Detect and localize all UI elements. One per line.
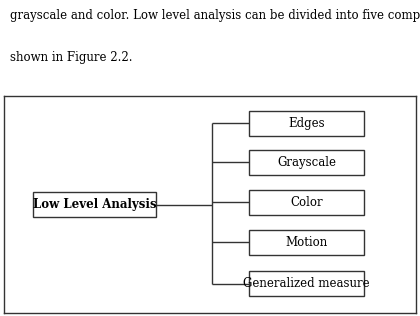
FancyBboxPatch shape: [249, 190, 365, 215]
Text: shown in Figure 2.2.: shown in Figure 2.2.: [10, 51, 133, 64]
Text: Motion: Motion: [286, 236, 328, 249]
FancyBboxPatch shape: [249, 230, 365, 255]
Text: Edges: Edges: [289, 117, 325, 130]
Text: Low Level Analysis: Low Level Analysis: [33, 198, 157, 211]
FancyBboxPatch shape: [249, 150, 365, 175]
FancyBboxPatch shape: [249, 271, 365, 296]
FancyBboxPatch shape: [249, 111, 365, 136]
FancyBboxPatch shape: [33, 192, 157, 217]
Text: Generalized measure: Generalized measure: [244, 277, 370, 290]
Text: grayscale and color. Low level analysis can be divided into five components as: grayscale and color. Low level analysis …: [10, 9, 420, 22]
Text: Color: Color: [290, 196, 323, 209]
Text: Grayscale: Grayscale: [277, 156, 336, 169]
